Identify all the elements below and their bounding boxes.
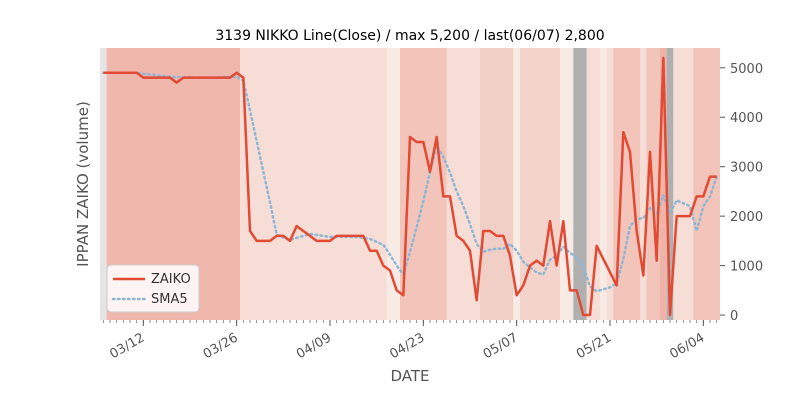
legend-label-sma5: SMA5 xyxy=(151,292,188,307)
x-axis: 03/12 03/26 04/09 04/23 05/07 05/21 06/04 xyxy=(102,320,718,362)
legend-box xyxy=(106,264,200,313)
background-band-0 xyxy=(100,48,107,320)
legend: ZAIKO SMA5 xyxy=(106,264,200,313)
series-line-zaiko xyxy=(103,56,717,317)
background-band-12 xyxy=(600,48,607,320)
x-tick-label: 06/04 xyxy=(667,330,707,362)
y-axis-label: IPPAN ZAIKO (volume) xyxy=(74,101,92,267)
background-band-10 xyxy=(573,48,587,320)
background-band-7 xyxy=(513,48,520,320)
background-band-19 xyxy=(673,48,694,320)
x-axis-label: DATE xyxy=(390,367,429,385)
x-tick-label: 04/09 xyxy=(294,330,334,362)
background-band-9 xyxy=(560,48,574,320)
chart-title: 3139 NIKKO Line(Close) / max 5,200 / las… xyxy=(215,28,604,44)
x-tick-label: 03/26 xyxy=(201,330,241,362)
y-tick-label: 1000 xyxy=(730,260,763,275)
y-tick-label: 2000 xyxy=(730,210,763,225)
legend-label-zaiko: ZAIKO xyxy=(151,272,191,287)
background-band-3 xyxy=(386,48,400,320)
x-tick-label: 05/21 xyxy=(574,330,614,362)
y-tick-label: 5000 xyxy=(730,62,763,77)
x-tick-label: 03/12 xyxy=(107,330,147,362)
background-band-18 xyxy=(666,48,674,320)
background-band-15 xyxy=(640,48,647,320)
y-tick-label: 3000 xyxy=(730,161,763,176)
background-band-6 xyxy=(480,48,514,320)
background-band-17 xyxy=(660,48,667,320)
y-tick-label: 4000 xyxy=(730,111,763,126)
x-tick-label: 04/23 xyxy=(387,330,427,362)
background-band-13 xyxy=(606,48,614,320)
background-band-2 xyxy=(240,48,387,320)
x-tick-label: 05/07 xyxy=(481,330,521,362)
y-axis: 0 1000 2000 3000 4000 5000 xyxy=(720,62,763,324)
series-lines xyxy=(102,56,718,317)
y-tick-label: 0 xyxy=(730,309,738,324)
